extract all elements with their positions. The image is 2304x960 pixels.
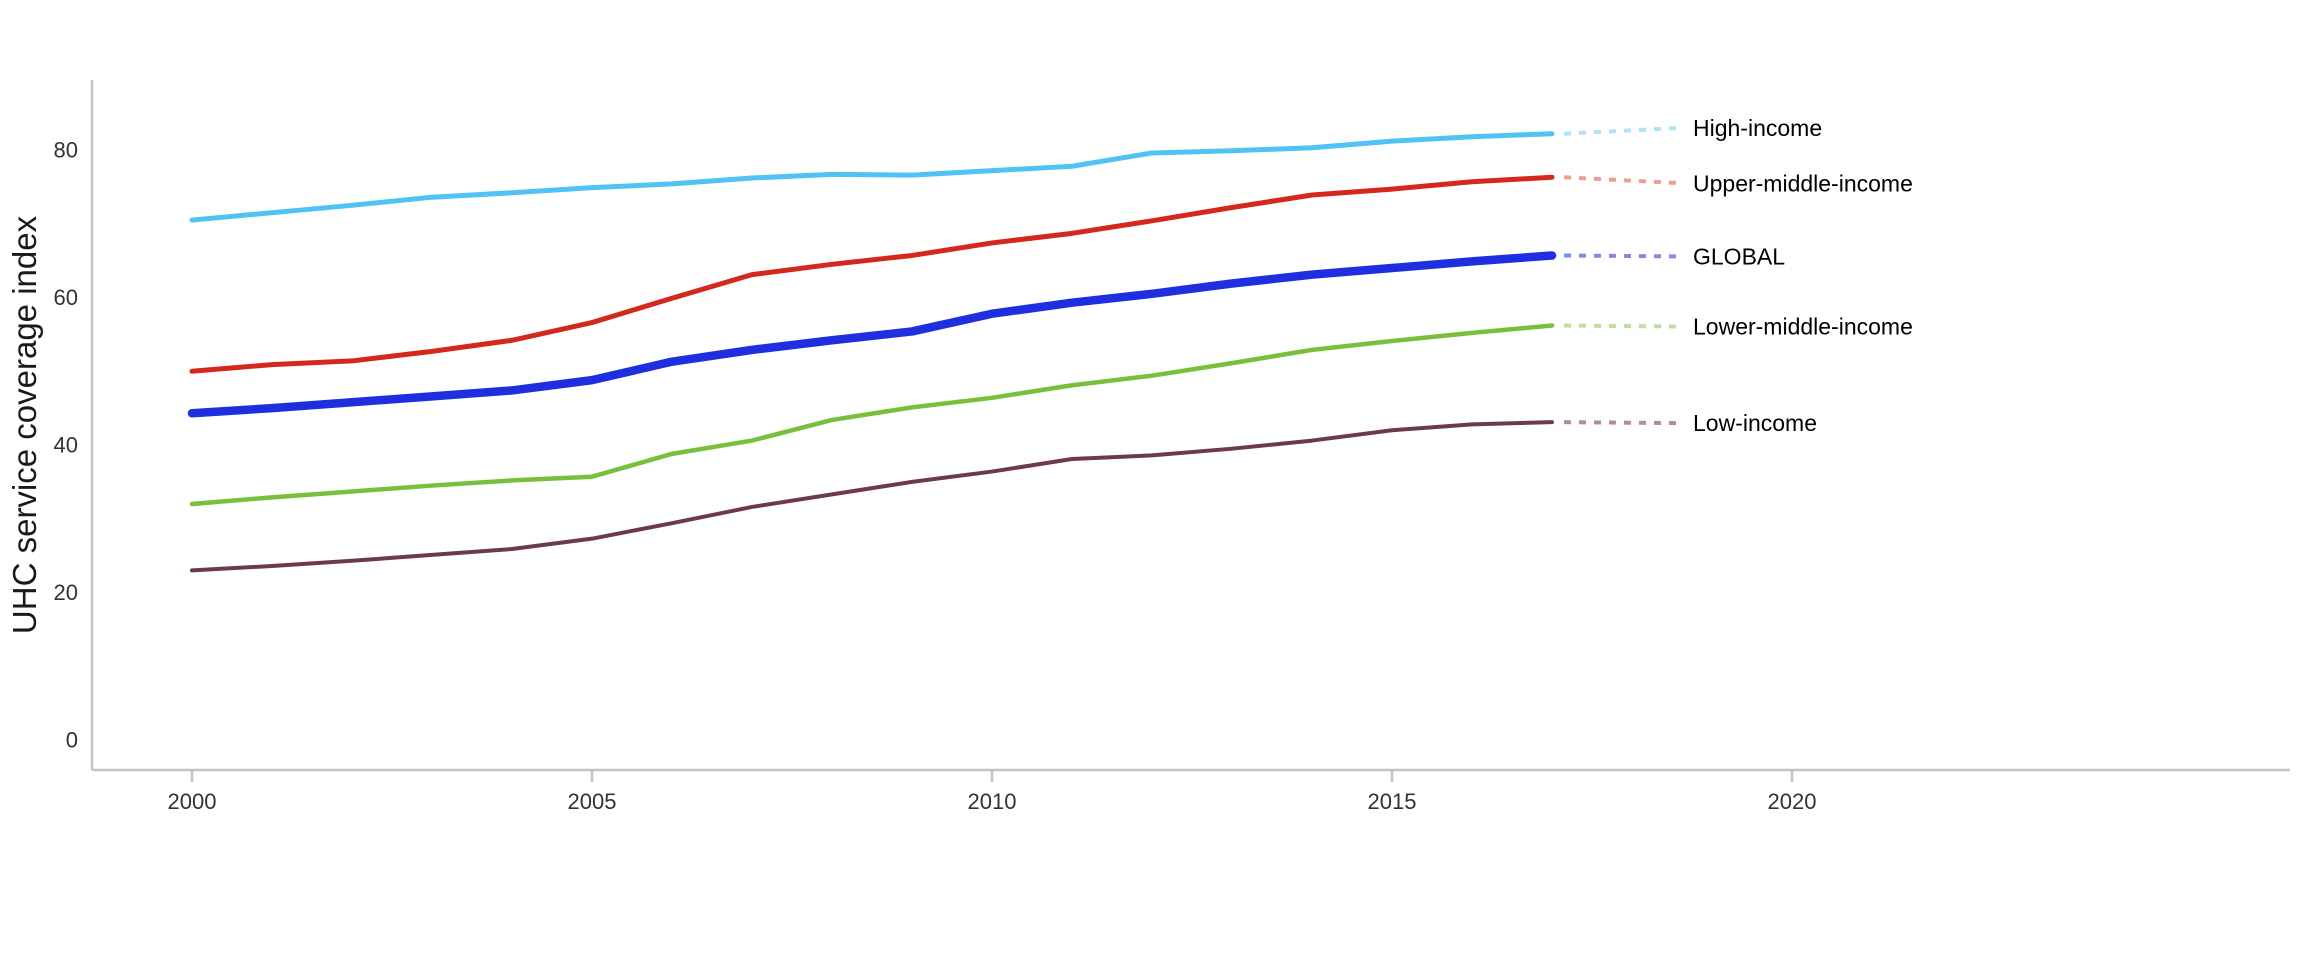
x-tick-label: 2020 [1768, 789, 1817, 814]
series-label-high-income[interactable]: High-income [1693, 115, 1822, 141]
series-line-lower-middle-income[interactable] [189, 323, 1555, 507]
y-tick-label: 80 [54, 138, 78, 163]
leader-line-lower-middle-income [1563, 323, 1684, 329]
series-label-upper-middle-income[interactable]: Upper-middle-income [1693, 170, 1913, 196]
x-tick-label: 2015 [1368, 789, 1417, 814]
leader-line-low-income [1563, 420, 1684, 426]
leader-line-upper-middle-income [1563, 175, 1684, 186]
y-axis-title: UHC service coverage index [6, 215, 43, 634]
leader-line-high-income [1563, 125, 1684, 136]
series-label-global[interactable]: GLOBAL [1693, 243, 1785, 269]
y-tick-label: 40 [54, 433, 78, 458]
y-tick-label: 60 [54, 285, 78, 310]
series-label-low-income[interactable]: Low-income [1693, 410, 1817, 436]
series-line-upper-middle-income[interactable] [189, 174, 1555, 374]
x-tick-label: 2010 [968, 789, 1017, 814]
x-tick-label: 2000 [168, 789, 217, 814]
leader-line-global [1563, 253, 1684, 259]
series-layer [187, 131, 1557, 573]
y-tick-label: 0 [66, 728, 78, 753]
series-label-lower-middle-income[interactable]: Lower-middle-income [1693, 314, 1913, 340]
y-tick-label: 20 [54, 580, 78, 605]
series-line-high-income[interactable] [189, 131, 1555, 223]
axes-layer: 2000 2005 2010 2015 2020 0 20 40 60 80 [54, 80, 2290, 814]
series-line-low-income[interactable] [190, 420, 1554, 573]
series-line-global[interactable] [187, 251, 1557, 418]
x-tick-label: 2005 [568, 789, 617, 814]
series-labels-layer: High-income Upper-middle-income GLOBAL Lowe… [1563, 115, 1913, 436]
